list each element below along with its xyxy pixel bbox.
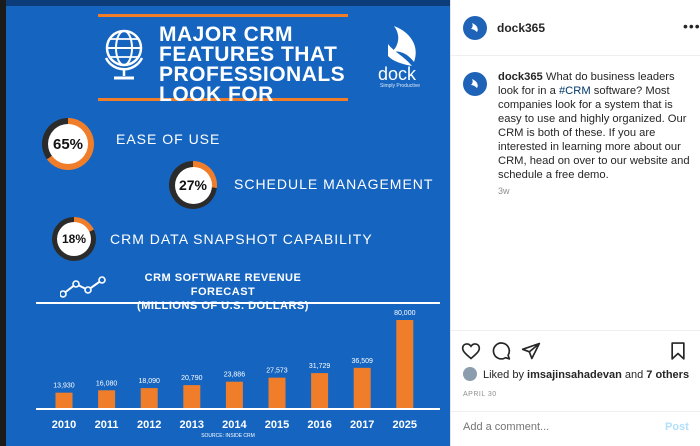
title-bottom-rule xyxy=(98,98,348,101)
percent-label: 27% xyxy=(174,166,212,204)
chart-heading-line: CRM SOFTWARE REVENUE FORECAST xyxy=(144,272,302,298)
bar-2015 xyxy=(268,377,286,408)
bar-value-label: 23,886 xyxy=(224,372,246,379)
bar-value-label: 27,573 xyxy=(266,368,288,375)
category-label: 2014 xyxy=(222,419,247,431)
bar-value-label: 80,000 xyxy=(394,310,416,317)
infographic-title: MAJOR CRM FEATURES THAT PROFESSIONALS LO… xyxy=(159,23,346,106)
image-top-band xyxy=(6,0,450,6)
donut-crm-data-snapshot: 18% xyxy=(52,217,96,261)
heart-icon[interactable] xyxy=(461,341,481,361)
dock-logo-icon xyxy=(471,23,478,32)
post-date: APRIL 30 xyxy=(463,391,497,398)
bookmark-icon[interactable] xyxy=(668,341,688,361)
title-line: LOOK FOR xyxy=(159,83,274,106)
title-line: FEATURES THAT xyxy=(159,43,338,66)
bar-value-label: 36,509 xyxy=(351,358,373,365)
dock-logo-icon xyxy=(388,26,416,66)
source-note: SOURCE: INSIDE CRM xyxy=(201,433,255,439)
post-image: MAJOR CRM FEATURES THAT PROFESSIONALS LO… xyxy=(6,0,450,446)
avatar[interactable] xyxy=(463,72,487,96)
percent-label: 65% xyxy=(48,124,88,164)
post-header: dock365 ••• xyxy=(451,0,700,56)
dock-logo-icon xyxy=(471,79,478,88)
category-label: 2010 xyxy=(52,419,76,431)
likes-prefix: Liked by xyxy=(483,369,528,381)
category-label: 2013 xyxy=(180,419,204,431)
time-ago: 3w xyxy=(498,186,510,196)
brand-name: dock xyxy=(378,64,417,84)
bar-2014 xyxy=(225,381,243,408)
category-label: 2017 xyxy=(350,419,374,431)
likes-others-link[interactable]: 7 others xyxy=(646,369,690,381)
line-chart-icon xyxy=(60,276,106,298)
category-label: 2016 xyxy=(307,419,331,431)
revenue-bar-chart: 13,930 2010 16,080 2011 18,090 2012 20,790 2013… xyxy=(36,310,440,431)
caption-text: software? Most companies look for a syst… xyxy=(498,85,690,181)
feature-label: EASE OF USE xyxy=(116,131,221,147)
donut-ease-of-use: 65% xyxy=(42,118,94,170)
post-sidebar: dock365 ••• dock365 What do business lea… xyxy=(450,0,700,446)
globe-icon xyxy=(104,29,144,80)
share-icon[interactable] xyxy=(521,341,541,361)
donut-schedule-management: 27% xyxy=(169,161,217,209)
bar-2017 xyxy=(353,367,371,408)
title-line: MAJOR CRM xyxy=(159,23,293,46)
bar-value-label: 20,790 xyxy=(181,375,203,382)
bar-2016 xyxy=(311,373,329,408)
category-label: 2012 xyxy=(137,419,161,431)
action-area: Liked by imsajinsahadevan and 7 others A… xyxy=(451,330,700,445)
brand-tagline: Simply Productive xyxy=(380,83,421,89)
chart-top-rule xyxy=(36,302,440,304)
title-line: PROFESSIONALS xyxy=(159,63,346,86)
bar-value-label: 16,080 xyxy=(96,380,118,387)
caption-username[interactable]: dock365 xyxy=(498,71,543,83)
bar-2010 xyxy=(55,392,73,408)
category-label: 2025 xyxy=(393,419,417,431)
category-label: 2015 xyxy=(265,419,289,431)
post-comment-button[interactable]: Post xyxy=(665,421,689,433)
post-caption: dock365 What do business leaders look fo… xyxy=(498,70,693,182)
liker-username[interactable]: imsajinsahadevan xyxy=(527,369,622,381)
feature-label: CRM DATA SNAPSHOT CAPABILITY xyxy=(110,231,373,247)
bar-2013 xyxy=(183,385,201,408)
avatar[interactable] xyxy=(463,16,487,40)
likes-mid: and xyxy=(621,369,647,381)
bar-2025 xyxy=(396,320,414,408)
bar-value-label: 18,090 xyxy=(138,378,160,385)
comment-input[interactable] xyxy=(461,420,655,434)
likes-summary: Liked by imsajinsahadevan and 7 others xyxy=(483,369,689,381)
bar-2011 xyxy=(98,390,116,408)
caption-text: What do business leaders look for in a xyxy=(498,71,675,97)
bar-value-label: 13,930 xyxy=(53,383,75,390)
liker-avatar[interactable] xyxy=(463,367,477,381)
header-username[interactable]: dock365 xyxy=(497,21,546,35)
comment-icon[interactable] xyxy=(491,341,511,361)
more-options-icon[interactable]: ••• xyxy=(683,18,700,34)
comment-row: Post xyxy=(451,411,700,445)
title-top-rule xyxy=(98,14,348,17)
percent-label: 18% xyxy=(57,222,91,256)
category-label: 2011 xyxy=(95,419,119,431)
bar-2012 xyxy=(140,388,158,408)
bar-value-label: 31,729 xyxy=(309,363,331,370)
hashtag-link[interactable]: #CRM xyxy=(558,85,591,97)
feature-label: SCHEDULE MANAGEMENT xyxy=(234,176,434,192)
